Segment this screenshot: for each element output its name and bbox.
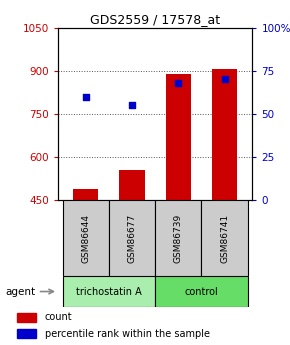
Bar (119, 170, 145, 200)
Bar (63, 276, 155, 307)
Text: control: control (184, 287, 218, 296)
Bar (212, 69, 237, 200)
Text: GSM86741: GSM86741 (220, 214, 229, 263)
Text: GSM86739: GSM86739 (174, 214, 183, 263)
Text: GSM86644: GSM86644 (81, 214, 90, 263)
Bar (166, 73, 191, 200)
Point (222, 77, 227, 82)
Text: GSM86677: GSM86677 (128, 214, 137, 263)
Bar (155, 200, 202, 276)
Bar (17, 329, 37, 338)
Bar (202, 200, 248, 276)
Text: agent: agent (6, 287, 36, 296)
Text: percentile rank within the sample: percentile rank within the sample (45, 329, 210, 338)
Bar (73, 189, 99, 200)
Point (84, 94, 88, 99)
Point (130, 102, 134, 108)
Bar (63, 200, 109, 276)
Bar (17, 313, 37, 322)
Bar (109, 200, 155, 276)
Text: count: count (45, 312, 72, 322)
Text: trichostatin A: trichostatin A (76, 287, 142, 296)
Bar (155, 276, 248, 307)
Title: GDS2559 / 17578_at: GDS2559 / 17578_at (90, 13, 220, 27)
Point (176, 80, 181, 86)
